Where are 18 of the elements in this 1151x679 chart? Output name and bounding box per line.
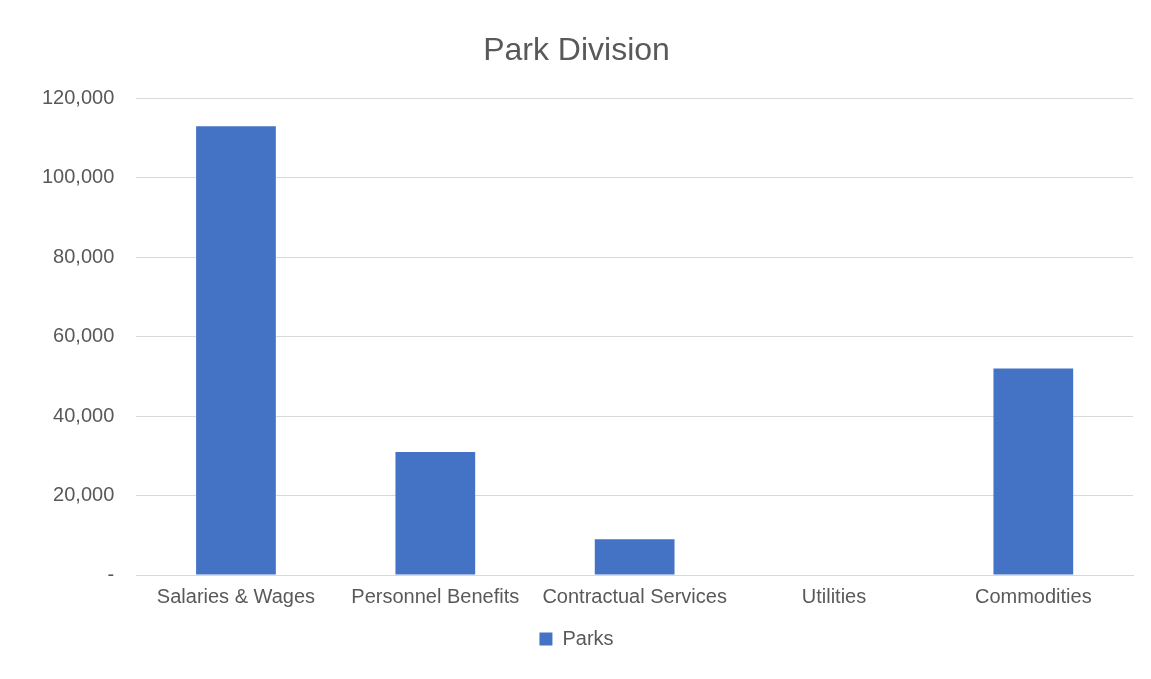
y-tick-label: 60,000 (53, 324, 115, 347)
bar (594, 539, 675, 575)
x-tick-label: Salaries & Wages (156, 584, 316, 607)
y-tick-label: - (107, 562, 115, 585)
y-tick-label: 80,000 (53, 244, 115, 267)
x-tick-label: Personnel Benefits (351, 584, 520, 607)
x-tick-label: Commodities (974, 584, 1092, 607)
y-tick-label: 100,000 (42, 165, 115, 188)
bar (395, 451, 476, 575)
x-tick-label: Contractual Services (542, 584, 727, 607)
x-tick-label: Utilities (801, 584, 867, 607)
y-tick-label: 40,000 (53, 403, 115, 426)
chart-title: Park Division (483, 31, 670, 68)
bar (196, 126, 276, 575)
bar (993, 368, 1074, 575)
y-tick-label: 120,000 (42, 85, 115, 108)
legend-label: Parks (562, 626, 614, 649)
y-tick-label: 20,000 (53, 483, 115, 506)
